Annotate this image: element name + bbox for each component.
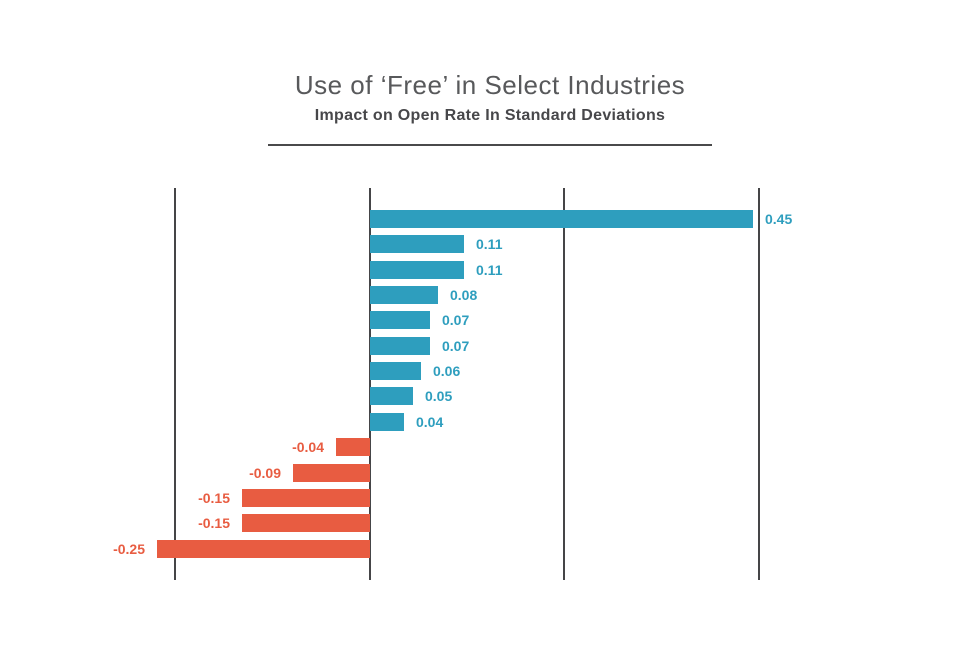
gridline bbox=[563, 188, 566, 580]
title-divider bbox=[268, 144, 712, 146]
bar bbox=[370, 362, 421, 380]
bar bbox=[336, 438, 370, 456]
bar-value-label: 0.07 bbox=[442, 312, 470, 328]
bar bbox=[370, 387, 413, 405]
bar-value-label: 0.11 bbox=[476, 262, 503, 278]
chart-title: Use of ‘Free’ in Select Industries bbox=[294, 70, 686, 100]
bar bbox=[370, 261, 464, 279]
bar-value-label: 0.06 bbox=[433, 363, 461, 379]
bar-value-label: -0.15 bbox=[198, 515, 230, 531]
bar-value-label: 0.04 bbox=[416, 414, 444, 430]
bar-value-label: 0.45 bbox=[765, 211, 793, 227]
bar-value-label: -0.04 bbox=[292, 439, 324, 455]
gridline bbox=[174, 188, 176, 580]
bar bbox=[370, 210, 753, 228]
bar bbox=[370, 311, 430, 329]
bar bbox=[242, 514, 370, 532]
gridline bbox=[758, 188, 760, 580]
chart-subtitle: Impact on Open Rate In Standard Deviatio… bbox=[314, 107, 666, 124]
bar-value-label: 0.07 bbox=[442, 338, 470, 354]
bar bbox=[370, 235, 464, 253]
bar bbox=[370, 413, 404, 431]
bar-value-label: 0.05 bbox=[425, 388, 453, 404]
bar bbox=[370, 286, 438, 304]
bar-value-label: 0.11 bbox=[476, 236, 503, 252]
gridline bbox=[368, 188, 371, 580]
bar bbox=[370, 337, 430, 355]
bar bbox=[293, 464, 370, 482]
bar-value-label: -0.25 bbox=[113, 541, 145, 557]
bar bbox=[242, 489, 370, 507]
bar bbox=[157, 540, 370, 558]
bar-value-label: -0.09 bbox=[249, 465, 281, 481]
bar-value-label: -0.15 bbox=[198, 490, 230, 506]
bar-value-label: 0.08 bbox=[450, 287, 478, 303]
